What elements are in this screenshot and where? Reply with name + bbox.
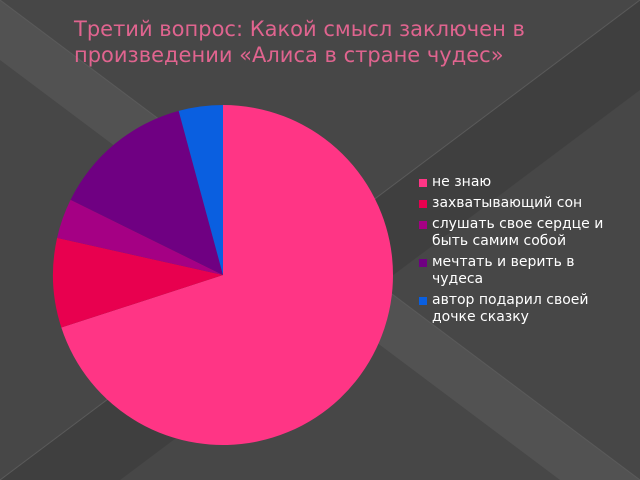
legend-swatch <box>419 297 427 305</box>
slide-title: Третий вопрос: Какой смысл заключен в пр… <box>74 17 525 67</box>
pie-slice-2 <box>57 199 224 275</box>
legend-label: не знаю <box>432 174 492 190</box>
legend-label: мечтать и верить в чудеса <box>432 254 575 287</box>
pie-slice-4 <box>178 105 223 275</box>
legend-item-1: захватывающий сон <box>419 195 619 212</box>
pie-slice-1 <box>52 237 223 328</box>
legend-swatch <box>419 200 427 208</box>
legend-swatch <box>419 259 427 267</box>
legend-item-3: мечтать и верить в чудеса <box>419 254 619 288</box>
legend-label: слушать свое сердце и быть самим собой <box>432 216 604 249</box>
legend-swatch <box>419 179 427 187</box>
legend-swatch <box>419 221 427 229</box>
legend-label: автор подарил своей дочке сказку <box>432 292 589 325</box>
pie-slice-0 <box>61 105 393 445</box>
legend-item-0: не знаю <box>419 174 619 191</box>
pie-slice-3 <box>70 110 224 275</box>
legend-item-2: слушать свое сердце и быть самим собой <box>419 216 619 250</box>
legend-item-4: автор подарил своей дочке сказку <box>419 292 619 326</box>
chart-legend: не знаю захватывающий сон слушать свое сер… <box>419 174 619 330</box>
legend-label: захватывающий сон <box>432 195 583 211</box>
